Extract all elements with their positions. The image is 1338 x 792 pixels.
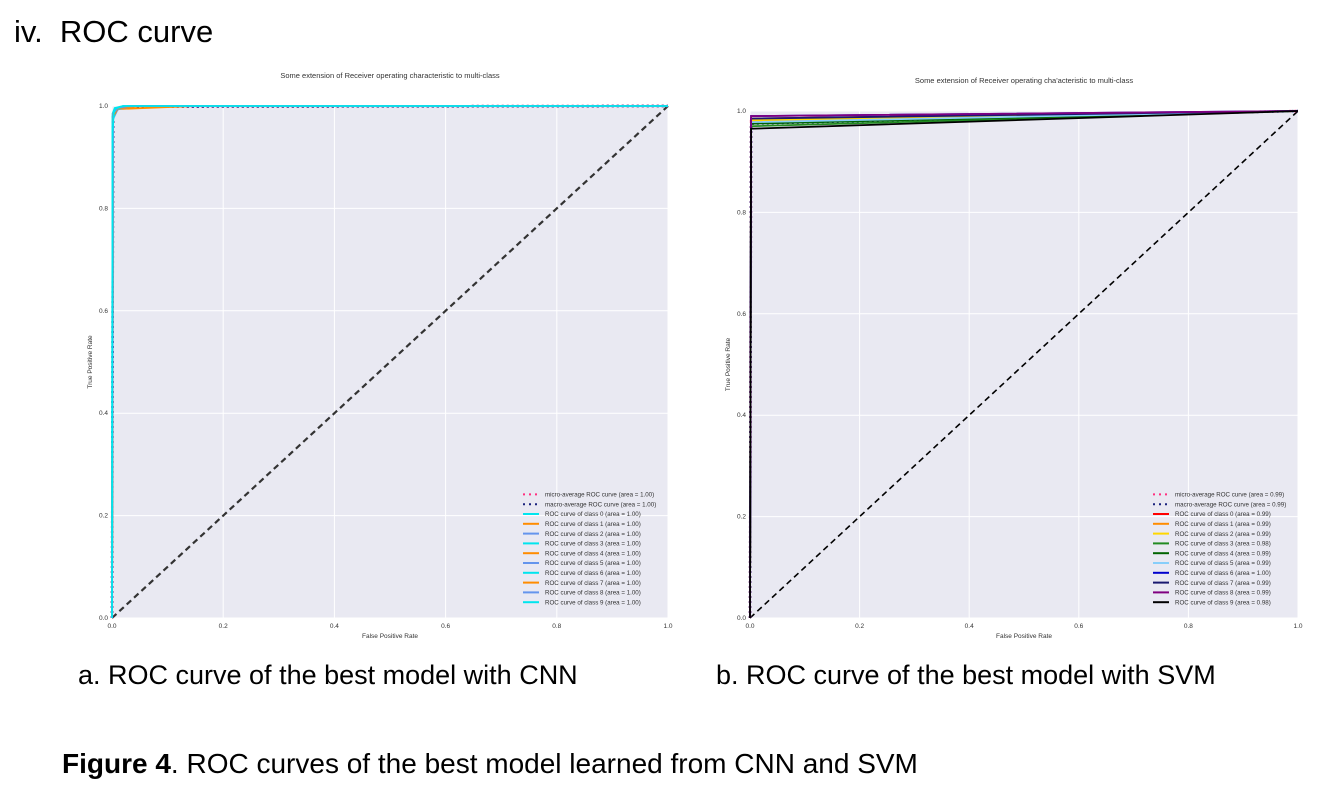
x-tick-label: 0.8 xyxy=(552,623,561,630)
legend-entry-10: ROC curve of class 8 (area = 1.00) xyxy=(545,590,641,597)
chart-title: Some extension of Receiver operating cha… xyxy=(280,71,500,80)
y-tick-label: 0.4 xyxy=(99,410,108,417)
legend-entry-9: ROC curve of class 7 (area = 1.00) xyxy=(545,580,641,587)
legend-entry-2: ROC curve of class 0 (area = 1.00) xyxy=(545,511,641,518)
legend-entry-3: ROC curve of class 1 (area = 1.00) xyxy=(545,521,641,528)
chance-diagonal-line xyxy=(749,110,1299,619)
x-tick-label: 0.0 xyxy=(107,623,116,630)
x-tick-label: 0.8 xyxy=(1184,623,1193,630)
roc-chart-svm: 0.0 0.2 0.4 0.6 0.8 1.0 0.0 0.2 0.4 0.6 0.8 1.0 Some… xyxy=(725,76,1303,640)
legend-entry-1: macro-average ROC curve (area = 1.00) xyxy=(545,501,656,508)
y-tick-label: 0.2 xyxy=(737,514,746,521)
legend-entry-7: ROC curve of class 5 (area = 0.99) xyxy=(1175,560,1271,567)
legend-entry-1: macro-average ROC curve (area = 0.99) xyxy=(1175,501,1286,508)
subcaption-cnn: a. ROC curve of the best model with CNN xyxy=(78,660,578,690)
roc-series-line-11 xyxy=(111,105,668,619)
roc-chart-cnn: 0.0 0.2 0.4 0.6 0.8 1.0 0.0 0.2 0.4 0.6 0.8 1.0 Some… xyxy=(87,71,673,640)
legend-entry-5: ROC curve of class 3 (area = 0.98) xyxy=(1175,541,1271,548)
legend-entry-6: ROC curve of class 4 (area = 0.99) xyxy=(1175,550,1271,557)
legend-entry-0: micro-average ROC curve (area = 1.00) xyxy=(545,492,654,499)
chance-diagonal-line xyxy=(111,105,669,619)
x-tick-label: 1.0 xyxy=(663,623,672,630)
x-tick-label: 1.0 xyxy=(1293,623,1302,630)
y-tick-label: 0.6 xyxy=(99,308,108,315)
y-axis-label: True Positive Rate xyxy=(87,335,94,389)
y-tick-label: 1.0 xyxy=(99,103,108,110)
legend-entry-6: ROC curve of class 4 (area = 1.00) xyxy=(545,550,641,557)
legend-entry-9: ROC curve of class 7 (area = 0.99) xyxy=(1175,580,1271,587)
chart-title: Some extension of Receiver operating cha… xyxy=(915,76,1133,85)
legend-entry-7: ROC curve of class 5 (area = 1.00) xyxy=(545,560,641,567)
y-tick-label: 0.8 xyxy=(737,209,746,216)
figure-label: Figure 4 xyxy=(62,748,171,779)
legend-entry-10: ROC curve of class 8 (area = 0.99) xyxy=(1175,590,1271,597)
x-tick-label: 0.2 xyxy=(855,623,864,630)
legend-entry-4: ROC curve of class 2 (area = 0.99) xyxy=(1175,531,1271,538)
legend-entry-11: ROC curve of class 9 (area = 0.98) xyxy=(1175,599,1271,606)
x-axis-label: False Positive Rate xyxy=(996,633,1052,640)
y-tick-label: 0.0 xyxy=(737,615,746,622)
legend-entry-5: ROC curve of class 3 (area = 1.00) xyxy=(545,541,641,548)
x-tick-label: 0.4 xyxy=(965,623,974,630)
y-tick-label: 1.0 xyxy=(737,108,746,115)
x-tick-label: 0.0 xyxy=(745,623,754,630)
legend-entry-11: ROC curve of class 9 (area = 1.00) xyxy=(545,599,641,606)
x-tick-label: 0.2 xyxy=(219,623,228,630)
roc-series-line-11 xyxy=(749,110,1299,619)
figure-caption-text: . ROC curves of the best model learned f… xyxy=(170,748,918,779)
y-tick-label: 0.4 xyxy=(737,412,746,419)
x-tick-label: 0.4 xyxy=(330,623,339,630)
x-tick-label: 0.6 xyxy=(1074,623,1083,630)
legend-entry-3: ROC curve of class 1 (area = 0.99) xyxy=(1175,521,1271,528)
y-tick-label: 0.6 xyxy=(737,311,746,318)
legend-entry-4: ROC curve of class 2 (area = 1.00) xyxy=(545,531,641,538)
y-axis-label: True Positive Rate xyxy=(725,338,732,392)
figure-caption: Figure 4. ROC curves of the best model l… xyxy=(62,748,918,780)
x-tick-label: 0.6 xyxy=(441,623,450,630)
y-tick-label: 0.8 xyxy=(99,205,108,212)
subcaption-svm: b. ROC curve of the best model with SVM xyxy=(716,660,1216,690)
legend-entry-0: micro-average ROC curve (area = 0.99) xyxy=(1175,492,1284,499)
x-axis-label: False Positive Rate xyxy=(362,633,418,640)
y-tick-label: 0.2 xyxy=(99,513,108,520)
section-heading: iv. ROC curve xyxy=(14,14,214,49)
legend-entry-8: ROC curve of class 6 (area = 1.00) xyxy=(1175,570,1271,577)
legend-entry-2: ROC curve of class 0 (area = 0.99) xyxy=(1175,511,1271,518)
y-tick-label: 0.0 xyxy=(99,615,108,622)
legend-entry-8: ROC curve of class 6 (area = 1.00) xyxy=(545,570,641,577)
